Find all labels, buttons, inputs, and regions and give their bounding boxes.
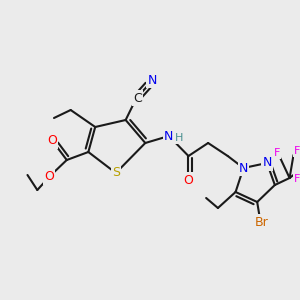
Text: N: N bbox=[148, 74, 157, 86]
Text: O: O bbox=[44, 170, 54, 184]
Text: N: N bbox=[262, 157, 272, 169]
Text: O: O bbox=[47, 134, 57, 148]
Text: F: F bbox=[294, 146, 300, 156]
Text: O: O bbox=[184, 173, 194, 187]
Text: N: N bbox=[164, 130, 173, 142]
Text: N: N bbox=[239, 161, 248, 175]
Text: F: F bbox=[294, 174, 300, 184]
Text: F: F bbox=[274, 148, 280, 158]
Text: H: H bbox=[175, 133, 183, 143]
Text: C: C bbox=[133, 92, 142, 104]
Text: Br: Br bbox=[255, 215, 269, 229]
Text: S: S bbox=[112, 167, 120, 179]
